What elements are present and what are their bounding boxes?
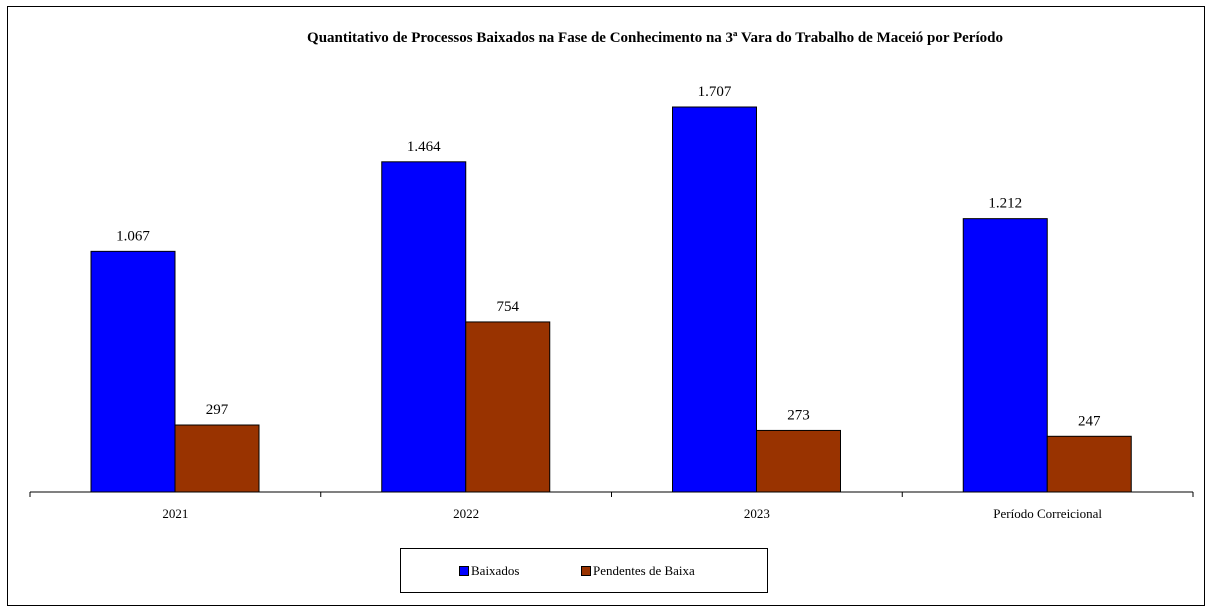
bar-baixados-0 xyxy=(90,250,176,493)
bar-baixados-2 xyxy=(672,106,757,493)
bar-pendentes-1 xyxy=(465,321,551,493)
x-tick-label-1: 2022 xyxy=(453,506,479,521)
legend-item-pendentes: Pendentes de Baixa xyxy=(581,563,695,579)
data-label-baixados-0: 1.067 xyxy=(116,228,150,244)
data-label-baixados-2: 1.707 xyxy=(698,84,732,100)
chart-title: Quantitativo de Processos Baixados na Fa… xyxy=(307,30,1003,46)
legend-label-baixados: Baixados xyxy=(471,563,520,578)
legend-swatch-baixados xyxy=(459,566,469,576)
legend-item-baixados: Baixados xyxy=(459,563,519,579)
data-label-baixados-3: 1.212 xyxy=(988,196,1022,212)
data-label-baixados-1: 1.464 xyxy=(407,139,441,155)
data-label-pendentes-1: 754 xyxy=(497,299,520,315)
x-tick-label-3: Período Correicional xyxy=(993,506,1102,521)
data-label-pendentes-2: 273 xyxy=(787,407,810,423)
legend-label-pendentes: Pendentes de Baixa xyxy=(593,563,695,578)
legend: Baixados Pendentes de Baixa xyxy=(400,548,768,593)
bar-pendentes-2 xyxy=(756,429,841,493)
data-label-pendentes-3: 247 xyxy=(1078,413,1101,429)
data-label-pendentes-0: 297 xyxy=(206,402,229,418)
bar-baixados-3 xyxy=(962,218,1048,493)
bar-pendentes-3 xyxy=(1046,435,1132,493)
x-tick-label-0: 2021 xyxy=(162,506,188,521)
bar-pendentes-0 xyxy=(174,424,260,493)
x-tick-label-2: 2023 xyxy=(744,506,770,521)
bar-baixados-1 xyxy=(381,161,467,493)
legend-swatch-pendentes xyxy=(581,566,591,576)
chart-plot: 1.067 297 2021 1.464 754 2022 1.707 273 2023 1.21… xyxy=(29,84,1194,521)
